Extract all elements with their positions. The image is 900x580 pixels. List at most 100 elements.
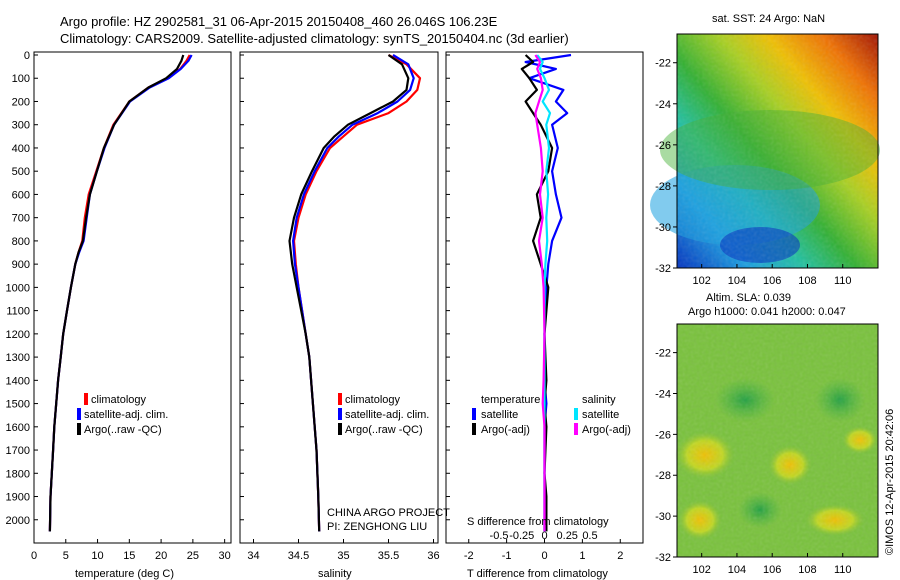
map-y-tick-label: -26 [655,140,671,152]
x-tick-label: 0 [31,550,37,562]
t-difference-x-axis: -2 -1 0 1 2 [464,539,623,562]
depth-tick-label: 1300 [6,352,30,364]
sla-map-title-line2: Argo h1000: 0.041 h2000: 0.047 [688,306,846,318]
x-tick-label: 35.5 [378,550,399,562]
legend-swatch-climatology [338,393,342,405]
map-y-tick-label: -28 [655,181,671,193]
salinity-axis-label: salinity [318,568,352,580]
figure-title-line2: Climatology: CARS2009. Satellite-adjuste… [60,31,569,46]
depth-tick-label: 2000 [6,515,30,527]
x-tick-label: 1 [579,550,585,562]
x-tick-label: 34.5 [288,550,309,562]
x-tick-label: 35 [337,550,349,562]
map-x-tick-label: 102 [693,564,711,576]
t-difference-axis-label: T difference from climatology [467,568,608,580]
profile-line-salinity-argo-adj [534,54,546,532]
legend-label-sal-satellite: satellite [582,409,619,421]
map-y-tick-label: -22 [655,348,671,360]
map-y-tick-label: -28 [655,470,671,482]
map-y-tick-label: -30 [655,222,671,234]
x-tick-label: 34 [247,550,259,562]
map-y-tick-label: -26 [655,429,671,441]
map-x-tick-label: 108 [798,275,816,287]
salinity-panel-frame [239,51,439,544]
map-x-tick-label: 110 [834,564,852,576]
s-tick-label: 0.25 [557,530,578,542]
profile-line-argo-raw-qc [48,54,185,532]
legend-label-argo: Argo(..raw -QC) [84,424,162,436]
difference-profiles [520,53,572,532]
s-tick-label: 0.5 [582,530,597,542]
profile-line-satellite-adj-clim [48,54,193,532]
legend-label-satellite: satellite-adj. clim. [84,409,168,421]
depth-tick-label: 600 [12,189,30,201]
temperature-axis-label: temperature (deg C) [75,568,174,580]
x-tick-label: -1 [502,550,512,562]
profile-line-climatology [292,54,422,532]
depth-tick-label: 800 [12,236,30,248]
x-tick-label: 25 [187,550,199,562]
sla-map-frame [676,323,879,558]
depth-tick-label: 1100 [6,306,30,318]
depth-tick-label: 900 [12,259,30,271]
salinity-profiles [288,54,422,532]
legend-swatch-temp-argo [472,423,476,435]
figure-title-line1: Argo profile: HZ 2902581_31 06-Apr-2015 … [60,14,498,29]
s-difference-ticks: -0.5 -0.25 0 0.25 0.5 [490,530,598,542]
profile-line-argo-raw-qc [288,54,410,532]
sla-map-title-line1: Altim. SLA: 0.039 [706,292,791,304]
legend-swatch-satellite [338,408,342,420]
map-x-tick-label: 102 [693,275,711,287]
legend-swatch-climatology [84,393,88,405]
legend-label-sal-argo: Argo(-adj) [582,424,631,436]
legend-swatch-sal-argo [574,423,578,435]
legend-swatch-argo [338,423,342,435]
difference-legend: temperature salinity satellite Argo(-adj… [472,394,631,436]
s-tick-label: -0.25 [509,530,534,542]
map-y-tick-label: -32 [655,552,671,564]
map-y-tick-label: -24 [655,388,671,400]
depth-tick-label: 0 [24,50,30,62]
legend-label-temp-argo: Argo(-adj) [481,424,530,436]
sla-map [675,323,879,558]
temperature-x-axis: 0 5 10 15 20 25 30 [31,539,231,562]
depth-tick-label: 300 [12,120,30,132]
map-x-tick-label: 110 [834,275,852,287]
x-tick-label: 20 [155,550,167,562]
map-y-tick-label: -22 [655,58,671,70]
legend-label-climatology: climatology [91,394,147,406]
sst-texture [677,34,878,268]
depth-tick-label: 500 [12,166,30,178]
x-tick-label: 30 [219,550,231,562]
x-tick-label: 10 [91,550,103,562]
sst-map [650,33,880,269]
map-x-tick-label: 104 [728,275,746,287]
depth-tick-label: 1500 [6,399,30,411]
temperature-legend: climatology satellite-adj. clim. Argo(..… [77,393,168,436]
map-y-tick-label: -32 [655,263,671,275]
map-y-tick-label: -24 [655,99,671,111]
temperature-profiles [48,54,193,532]
salinity-legend: climatology satellite-adj. clim. Argo(..… [338,393,429,436]
depth-tick-label: 1400 [6,375,30,387]
legend-swatch-temp-satellite [472,408,476,420]
s-tick-label: -0.5 [490,530,509,542]
depth-tick-label: 400 [12,143,30,155]
legend-title-temperature: temperature [481,394,540,406]
legend-label-climatology: climatology [345,394,401,406]
legend-swatch-sal-satellite [574,408,578,420]
sst-map-axes: -22 -24 -26 -28 -30 -32 102 104 106 108 110 [655,58,851,287]
legend-title-salinity: salinity [582,394,616,406]
legend-label-argo: Argo(..raw -QC) [345,424,423,436]
depth-tick-label: 1000 [6,282,30,294]
depth-tick-label: 1800 [6,468,30,480]
map-x-tick-label: 106 [763,275,781,287]
map-x-tick-label: 108 [798,564,816,576]
sst-map-title: sat. SST: 24 Argo: NaN [712,13,825,25]
s-difference-axis-label: S difference from climatology [467,516,609,528]
depth-tick-label: 1900 [6,492,30,504]
salinity-x-axis: 34 34.5 35 35.5 36 [247,539,440,562]
map-x-tick-label: 104 [728,564,746,576]
pi-annotation: PI: ZENGHONG LIU [327,521,427,533]
